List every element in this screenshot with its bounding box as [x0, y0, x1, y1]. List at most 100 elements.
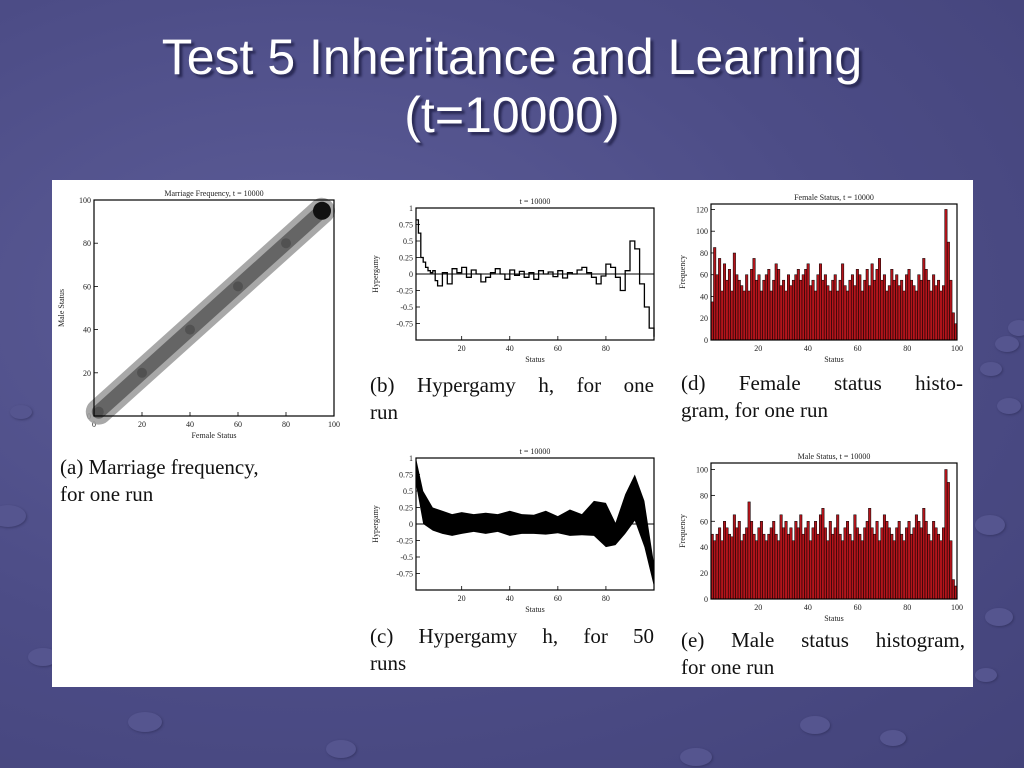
chart-title: Female Status, t = 10000 — [794, 193, 874, 202]
histogram-bar — [725, 279, 729, 341]
histogram-bar — [949, 279, 953, 341]
histogram-bar — [914, 514, 918, 600]
histogram-bar — [811, 527, 815, 600]
histogram-bar — [855, 269, 859, 341]
histogram-bar — [769, 527, 773, 600]
caption-a-line2: for one run — [60, 482, 154, 506]
x-tick-label: 20 — [754, 344, 762, 353]
histogram-bar — [764, 540, 768, 600]
caption-c-line1: (c) Hypergamy h, for 50 — [370, 624, 654, 648]
histogram-bar — [782, 527, 786, 600]
histogram-bar — [885, 290, 889, 341]
y-tick-label: 0.75 — [399, 221, 413, 230]
histogram-bar — [787, 533, 790, 600]
histogram-bar — [917, 521, 921, 600]
slide-title-line1: Test 5 Inheritance and Learning — [161, 29, 863, 85]
histogram-bar — [941, 285, 945, 341]
y-tick-label: 80 — [700, 249, 708, 258]
histogram-bar — [833, 527, 837, 600]
histogram-bar — [902, 540, 906, 600]
histogram-bar — [951, 312, 955, 341]
histogram-bar — [882, 514, 886, 600]
x-axis-label: Female Status — [191, 431, 236, 439]
histogram-bar — [902, 290, 906, 341]
slide-title-line2: (t=10000) — [404, 87, 620, 143]
histogram-bar — [740, 285, 744, 341]
histogram-bar — [804, 527, 808, 600]
y-tick-label: 0.5 — [403, 487, 413, 496]
chart-female-status-histogram: Female Status, t = 10000 Status Frequency 2… — [678, 193, 963, 364]
x-tick-label: 20 — [458, 344, 466, 353]
y-tick-label: 0.75 — [399, 471, 413, 480]
histogram-bar — [939, 290, 943, 341]
histogram-bar — [927, 533, 931, 600]
histogram-bar — [806, 521, 810, 600]
histogram-bar — [730, 536, 734, 600]
x-tick-label: 0 — [92, 420, 96, 429]
histogram-bar — [801, 274, 805, 341]
y-tick-label: -0.5 — [400, 303, 413, 312]
y-axis-label: Frequency — [678, 514, 687, 548]
y-tick-label: 40 — [700, 543, 708, 552]
histogram-bar — [755, 279, 758, 341]
histogram-bar — [853, 514, 857, 600]
histogram-bar — [855, 527, 859, 600]
chart-title: Marriage Frequency, t = 10000 — [164, 189, 263, 198]
chart-title: t = 10000 — [520, 197, 551, 206]
caption-d-line1: (d) Female status histo- — [681, 371, 963, 395]
histogram-bar — [816, 533, 820, 600]
histogram-bar — [826, 285, 830, 341]
histogram-bar — [823, 527, 827, 600]
chart-marriage-frequency: Marriage Frequency, t = 10000 Female Stat… — [57, 189, 340, 439]
caption-e-line1: (e) Male status histogram, — [681, 628, 965, 652]
x-tick-label: 80 — [903, 344, 911, 353]
histogram-bar — [924, 269, 928, 341]
y-tick-label: 40 — [700, 292, 708, 301]
histogram-bar — [767, 269, 771, 341]
histogram-bar — [887, 527, 891, 600]
y-axis-label: Frequency — [678, 255, 687, 289]
histogram-bar — [934, 527, 938, 600]
hot-spot — [313, 201, 331, 220]
histogram-bar — [799, 514, 803, 600]
histogram-bar — [821, 508, 825, 600]
histogram-bar — [929, 290, 933, 341]
histogram-bar — [865, 269, 869, 341]
x-axis-label: Status — [824, 614, 844, 623]
x-tick-label: 20 — [458, 594, 466, 603]
histogram-bar — [828, 290, 832, 341]
y-axis-label: Male Status — [57, 289, 66, 327]
histogram-bar — [892, 279, 896, 341]
histogram-bar — [745, 527, 749, 600]
histogram-bar — [924, 521, 928, 600]
histogram-bar — [784, 290, 788, 341]
histogram-bar — [937, 533, 941, 600]
histogram-bar — [880, 527, 884, 600]
y-tick-label: 0 — [704, 595, 708, 604]
histogram-bar — [752, 258, 756, 341]
histogram-bar — [870, 263, 874, 341]
y-axis-label: Hypergamy — [371, 505, 380, 543]
histogram-bar — [747, 290, 751, 341]
histogram-bar — [799, 279, 803, 341]
histogram-bar — [732, 514, 736, 600]
x-tick-label: 40 — [506, 344, 514, 353]
x-tick-label: 60 — [854, 344, 862, 353]
histogram-bar — [723, 263, 727, 341]
band-point — [137, 367, 147, 378]
histogram-bar — [715, 533, 719, 600]
y-tick-label: 20 — [700, 314, 708, 323]
histogram-bar — [900, 533, 904, 600]
band-point — [233, 281, 243, 292]
histogram-bar — [910, 279, 913, 341]
y-tick-label: -0.75 — [396, 320, 413, 329]
histogram-bar — [740, 540, 744, 600]
histogram-bar — [831, 279, 835, 341]
histogram-bar — [878, 258, 881, 341]
histogram-bar — [762, 533, 766, 600]
histogram-bar — [858, 533, 862, 600]
histogram-bar — [742, 533, 746, 600]
y-tick-label: 1 — [409, 454, 413, 463]
y-tick-label: -0.25 — [396, 287, 413, 296]
plot-frame — [710, 462, 958, 600]
